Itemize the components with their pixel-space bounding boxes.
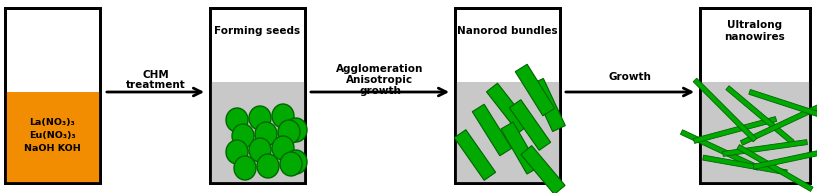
Ellipse shape [226, 140, 248, 164]
Ellipse shape [280, 152, 302, 176]
Text: treatment: treatment [126, 80, 185, 90]
Polygon shape [501, 122, 539, 174]
Ellipse shape [272, 104, 294, 128]
Text: CHM: CHM [142, 70, 169, 80]
Polygon shape [486, 83, 529, 133]
Bar [5, 8, 100, 183]
Bar [5, 92, 100, 183]
Bar [455, 8, 560, 183]
Ellipse shape [249, 138, 271, 162]
Polygon shape [725, 86, 794, 144]
Polygon shape [509, 100, 551, 150]
Ellipse shape [257, 154, 279, 178]
Text: growth: growth [359, 86, 401, 96]
Ellipse shape [226, 108, 248, 132]
Bar [700, 8, 810, 183]
Ellipse shape [285, 118, 307, 142]
Ellipse shape [278, 120, 300, 144]
Text: Ultralong
nanowires: Ultralong nanowires [725, 19, 785, 42]
Bar [5, 8, 100, 183]
Bar [210, 81, 305, 183]
Text: Forming seeds: Forming seeds [214, 26, 301, 36]
Ellipse shape [285, 150, 307, 174]
Polygon shape [703, 155, 788, 175]
Ellipse shape [272, 136, 294, 160]
Bar [210, 8, 305, 183]
Text: Anisotropic: Anisotropic [346, 75, 413, 85]
Polygon shape [753, 147, 817, 169]
Bar [700, 8, 810, 183]
Bar [700, 81, 810, 183]
Polygon shape [681, 130, 760, 170]
Ellipse shape [234, 156, 256, 180]
Ellipse shape [232, 124, 254, 148]
Polygon shape [516, 64, 555, 116]
Text: Agglomeration: Agglomeration [337, 64, 424, 74]
Bar [455, 81, 560, 183]
Polygon shape [749, 90, 817, 120]
Polygon shape [693, 78, 757, 142]
Bar [210, 8, 305, 183]
Polygon shape [694, 117, 777, 143]
Text: Growth: Growth [609, 72, 651, 82]
Polygon shape [454, 130, 496, 180]
Polygon shape [722, 140, 807, 156]
Polygon shape [472, 104, 511, 156]
Polygon shape [521, 146, 565, 193]
Polygon shape [737, 145, 813, 191]
Text: La(NO₃)₃
Eu(NO₃)₃
NaOH KOH: La(NO₃)₃ Eu(NO₃)₃ NaOH KOH [25, 118, 81, 153]
Ellipse shape [249, 106, 271, 130]
Polygon shape [740, 105, 817, 145]
Bar [455, 8, 560, 183]
Ellipse shape [255, 122, 277, 146]
Polygon shape [531, 79, 565, 131]
Text: Nanorod bundles: Nanorod bundles [458, 26, 558, 36]
